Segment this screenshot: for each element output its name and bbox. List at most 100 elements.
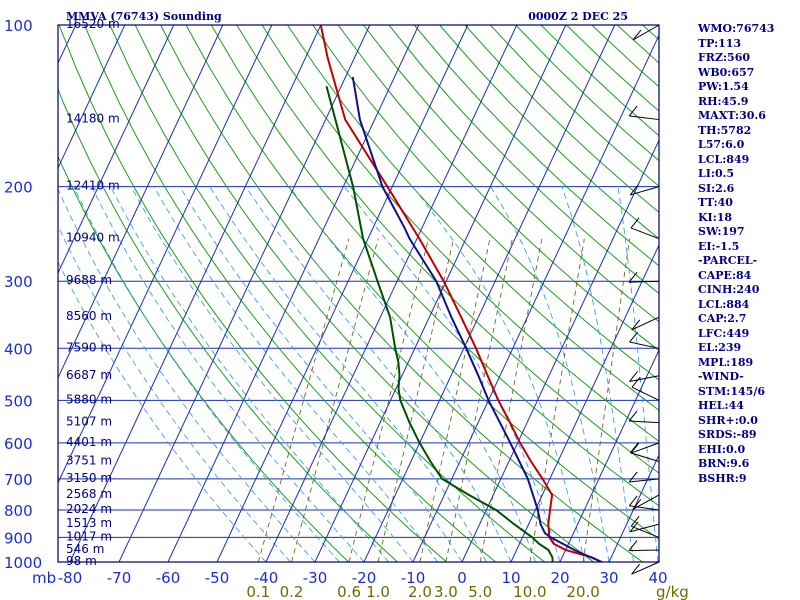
index-value: TP:113 <box>698 36 742 50</box>
mixing-ratio-label: 0.1 <box>246 583 270 600</box>
wind-barb-staff <box>631 386 660 401</box>
isotherm-line <box>510 243 659 562</box>
wind-barb-staff <box>630 452 660 463</box>
index-value: BRN:9.6 <box>698 457 750 470</box>
time-label: 0000Z 2 DEC 25 <box>528 10 628 23</box>
isotherm-line <box>216 25 469 562</box>
wind-barb-flag <box>628 495 638 507</box>
isotherm-line <box>363 25 616 562</box>
index-value: TH:5782 <box>698 123 752 137</box>
moist-adiabat-line <box>561 186 634 562</box>
wind-barb-staff <box>629 523 660 533</box>
index-value: WMO:76743 <box>698 22 775 35</box>
dry-adiabat-line <box>236 25 659 474</box>
label-layer: MMVA (76743) Sounding 0000Z 2 DEC 25 mb … <box>4 10 689 600</box>
index-value: SRDS:-89 <box>698 428 757 441</box>
wind-barb <box>628 471 660 483</box>
mixing-ratio-label: 2.0 <box>408 583 432 600</box>
moist-adiabat-line <box>209 186 487 562</box>
temperature-tick-label: -30 <box>303 569 328 587</box>
wind-barb-staff <box>629 478 660 483</box>
mixing-ratio-label: 3.0 <box>434 583 458 600</box>
height-label: 6687 m <box>66 368 112 382</box>
isotherm-line <box>58 25 126 170</box>
temperature-tick-label: -10 <box>401 569 426 587</box>
plot-frame <box>57 24 660 563</box>
index-value: KI:18 <box>698 210 733 224</box>
pressure-tick-label: 600 <box>4 435 33 453</box>
wind-barb-staff <box>632 24 660 41</box>
wind-barb-staff <box>629 420 660 424</box>
wind-barb-staff <box>628 549 660 552</box>
wind-barb-flag <box>632 499 642 510</box>
wind-barb-flag <box>631 563 640 575</box>
grid-layer <box>58 25 659 562</box>
temperature-tick-label: 0 <box>457 569 467 587</box>
mixing-ratio-unit-label: g/kg <box>656 583 689 600</box>
pressure-tick-label: 1000 <box>4 554 42 572</box>
wind-barb-flag <box>631 376 641 388</box>
index-value: CINH:240 <box>698 283 760 296</box>
wind-barb-staff <box>630 227 660 240</box>
wind-barb <box>629 442 660 463</box>
index-value: SI:2.6 <box>698 181 735 195</box>
dry-adiabat-line <box>413 25 659 267</box>
height-label: 4401 m <box>66 435 112 449</box>
height-label: 546 m <box>66 542 104 556</box>
mixing-ratio-label: 1.0 <box>366 583 390 600</box>
wind-barb <box>630 515 660 538</box>
temperature-tick-label: -50 <box>205 569 230 587</box>
height-label: 1017 m <box>66 529 112 543</box>
moist-adiabat-line <box>617 186 659 562</box>
mixing-ratio-label: 0.6 <box>337 583 361 600</box>
height-label: 14180 m <box>66 112 120 126</box>
wind-barb-flag <box>629 184 639 196</box>
height-label: 5107 m <box>66 415 112 429</box>
pressure-tick-label: 400 <box>4 340 33 358</box>
mixing-ratio-line <box>257 238 350 562</box>
wind-barb <box>632 24 660 41</box>
mixing-ratio-label: 10.0 <box>513 583 546 600</box>
dry-adiabat-line <box>58 155 349 562</box>
mixing-ratio-line <box>377 238 455 562</box>
height-label: 9688 m <box>66 273 112 287</box>
index-value: -WIND- <box>698 370 744 383</box>
wind-barb-staff <box>631 561 660 575</box>
wind-barb-staff <box>629 375 660 382</box>
moist-adiabat-line <box>153 186 438 562</box>
wind-barb <box>628 540 660 552</box>
isotherm-line <box>461 138 659 562</box>
mixing-ratio-label: 0.2 <box>280 583 304 600</box>
wind-barb-flag <box>631 319 641 331</box>
height-label: 1513 m <box>66 516 112 530</box>
wind-barb <box>628 271 660 283</box>
dry-adiabat-line <box>84 25 496 562</box>
index-value: STM:145/6 <box>698 384 765 398</box>
pressure-tick-label: 300 <box>4 273 33 291</box>
index-value: SHR+:0.0 <box>698 413 758 427</box>
pressure-tick-label: 700 <box>4 471 33 489</box>
index-value: SW:197 <box>698 225 745 238</box>
dewpoint-profile-line <box>325 85 554 562</box>
wind-barb <box>629 331 660 349</box>
mixing-ratio-line <box>291 238 379 562</box>
isotherm-line <box>69 25 322 562</box>
isotherm-line <box>58 25 224 380</box>
wind-barb <box>630 217 660 240</box>
moist-adiabat-line <box>91 186 365 562</box>
height-label: 10940 m <box>66 231 120 245</box>
temperature-tick-label: -40 <box>254 569 279 587</box>
dry-adiabat-line <box>363 25 659 323</box>
height-label: 7590 m <box>66 340 112 354</box>
dry-adiabat-line <box>109 25 545 562</box>
wind-barb-staff <box>630 525 660 538</box>
height-label: 8560 m <box>66 309 112 323</box>
wind-barb <box>629 371 660 382</box>
temperature-tick-label: -70 <box>107 569 132 587</box>
moist-adiabat-line <box>179 186 463 562</box>
mixing-ratio-line <box>479 238 543 562</box>
moist-adiabat-line <box>110 186 389 562</box>
index-value: MAXT:30.6 <box>698 109 766 122</box>
pressure-tick-label: 900 <box>4 529 33 547</box>
